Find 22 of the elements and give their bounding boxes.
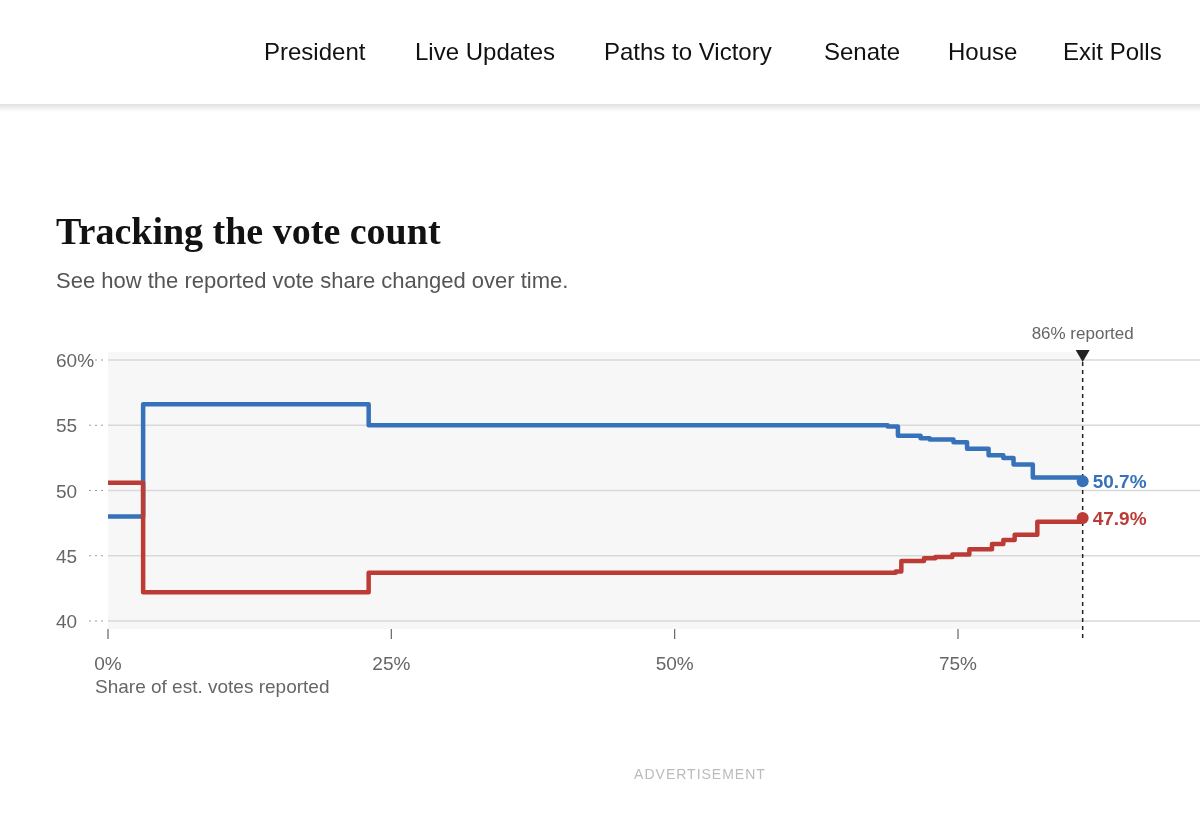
ref-line-label: 86% reported <box>1031 324 1134 343</box>
y-tick-label: 40 <box>56 611 78 632</box>
data-label: 50.7% <box>1092 471 1147 493</box>
y-tick-label: 55 <box>56 415 78 437</box>
text: Senate <box>824 38 901 65</box>
x-tick-label: 0% <box>94 653 122 674</box>
y-tick-label: 50 <box>56 480 78 502</box>
x-tick-label: 25% <box>372 653 411 674</box>
x-tick-label: 75% <box>938 653 978 674</box>
text: ADVERTISEMENT <box>634 766 766 782</box>
text: Exit Polls <box>1063 38 1162 65</box>
text: President <box>264 38 366 65</box>
x-tick-label: 50% <box>655 653 694 674</box>
chart-title: Tracking the vote count <box>56 210 441 252</box>
y-tick-label: 45 <box>56 545 78 567</box>
chart-subtitle: See how the reported vote share changed over time. <box>56 268 569 293</box>
text: Live Updates <box>415 38 556 65</box>
text: Paths to Victory <box>604 38 772 65</box>
data-label: 47.9% <box>1092 507 1147 529</box>
text: House <box>948 38 1018 65</box>
x-axis-title: Share of est. votes reported <box>95 676 330 697</box>
y-tick-label: 60% <box>56 350 95 371</box>
